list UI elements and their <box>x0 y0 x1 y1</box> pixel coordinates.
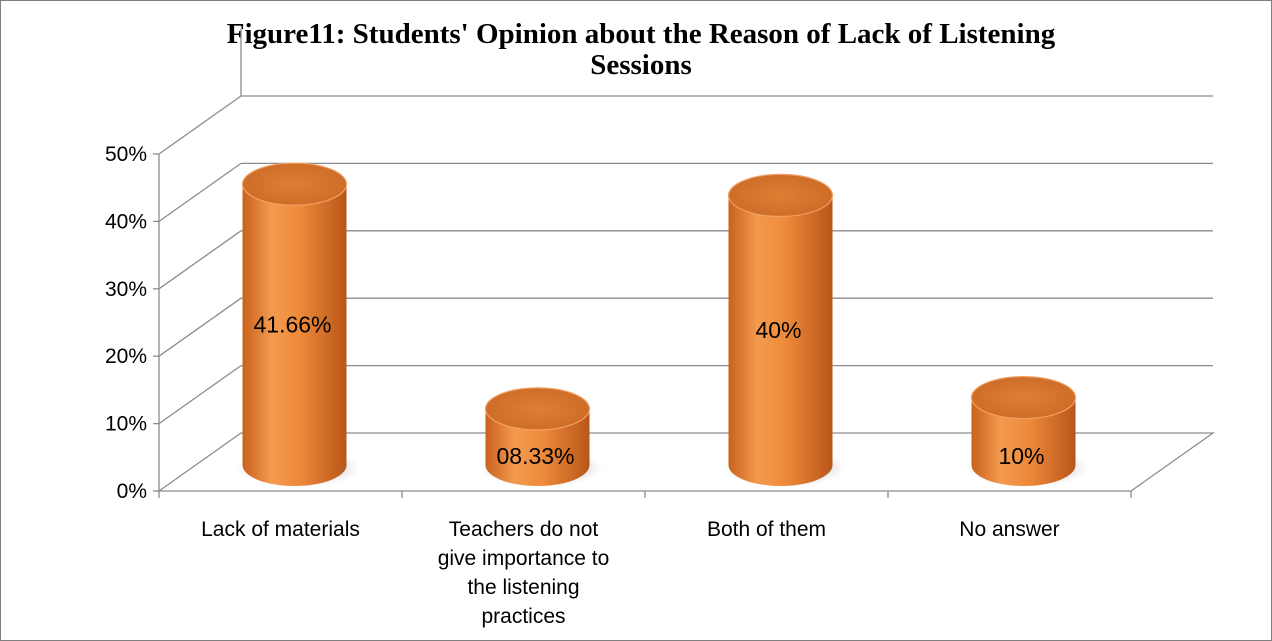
bar-top <box>727 173 834 217</box>
bar-data-label: 40% <box>755 317 801 343</box>
y-tick-label: 20% <box>105 345 147 368</box>
bar-cylinder <box>971 397 1076 486</box>
bar-top <box>484 387 591 431</box>
bar-cylinder <box>242 184 347 486</box>
labels-layer: Lack of materials Teachers do not give imp… <box>201 312 1060 628</box>
side-gridline <box>158 230 242 290</box>
side-gridline <box>158 297 242 357</box>
chart-title: Figure11: Students' Opinion about the Re… <box>151 19 1131 81</box>
axis-layer: 0% 10% 20% 30% 40% 50% <box>105 143 1132 503</box>
chart-title-line-1: Figure11: Students' Opinion about the Re… <box>226 18 1056 50</box>
x-category-label: No answer <box>959 518 1059 541</box>
side-gridline <box>158 162 242 222</box>
y-tick-label: 30% <box>105 278 147 301</box>
bar-data-label: 10% <box>998 443 1044 469</box>
y-tick-label: 10% <box>105 413 147 436</box>
y-tick-label: 0% <box>117 480 147 503</box>
x-category-label: Lack of materials <box>201 518 360 541</box>
bars-layer <box>236 162 1090 487</box>
y-tick-label: 50% <box>105 143 147 166</box>
y-tick-label: 40% <box>105 210 147 233</box>
side-gridline <box>158 95 242 155</box>
bar-top <box>970 376 1077 420</box>
chart-title-line-2: Sessions <box>590 49 692 81</box>
bar-data-label: 41.66% <box>253 312 331 338</box>
bar-data-label: 08.33% <box>496 443 574 469</box>
x-category-label: practices <box>481 605 565 628</box>
x-category-label: give importance to <box>438 547 610 570</box>
bar-top <box>241 162 348 206</box>
floor-outline <box>158 432 1216 492</box>
x-category-label: Teachers do not <box>449 518 599 541</box>
bar-cylinder <box>728 195 833 486</box>
grid-layer <box>158 28 1216 492</box>
x-category-label: the listening <box>467 576 579 599</box>
x-category-label: Both of them <box>707 518 826 541</box>
bar-cylinder <box>485 408 590 486</box>
side-gridline <box>158 365 242 425</box>
